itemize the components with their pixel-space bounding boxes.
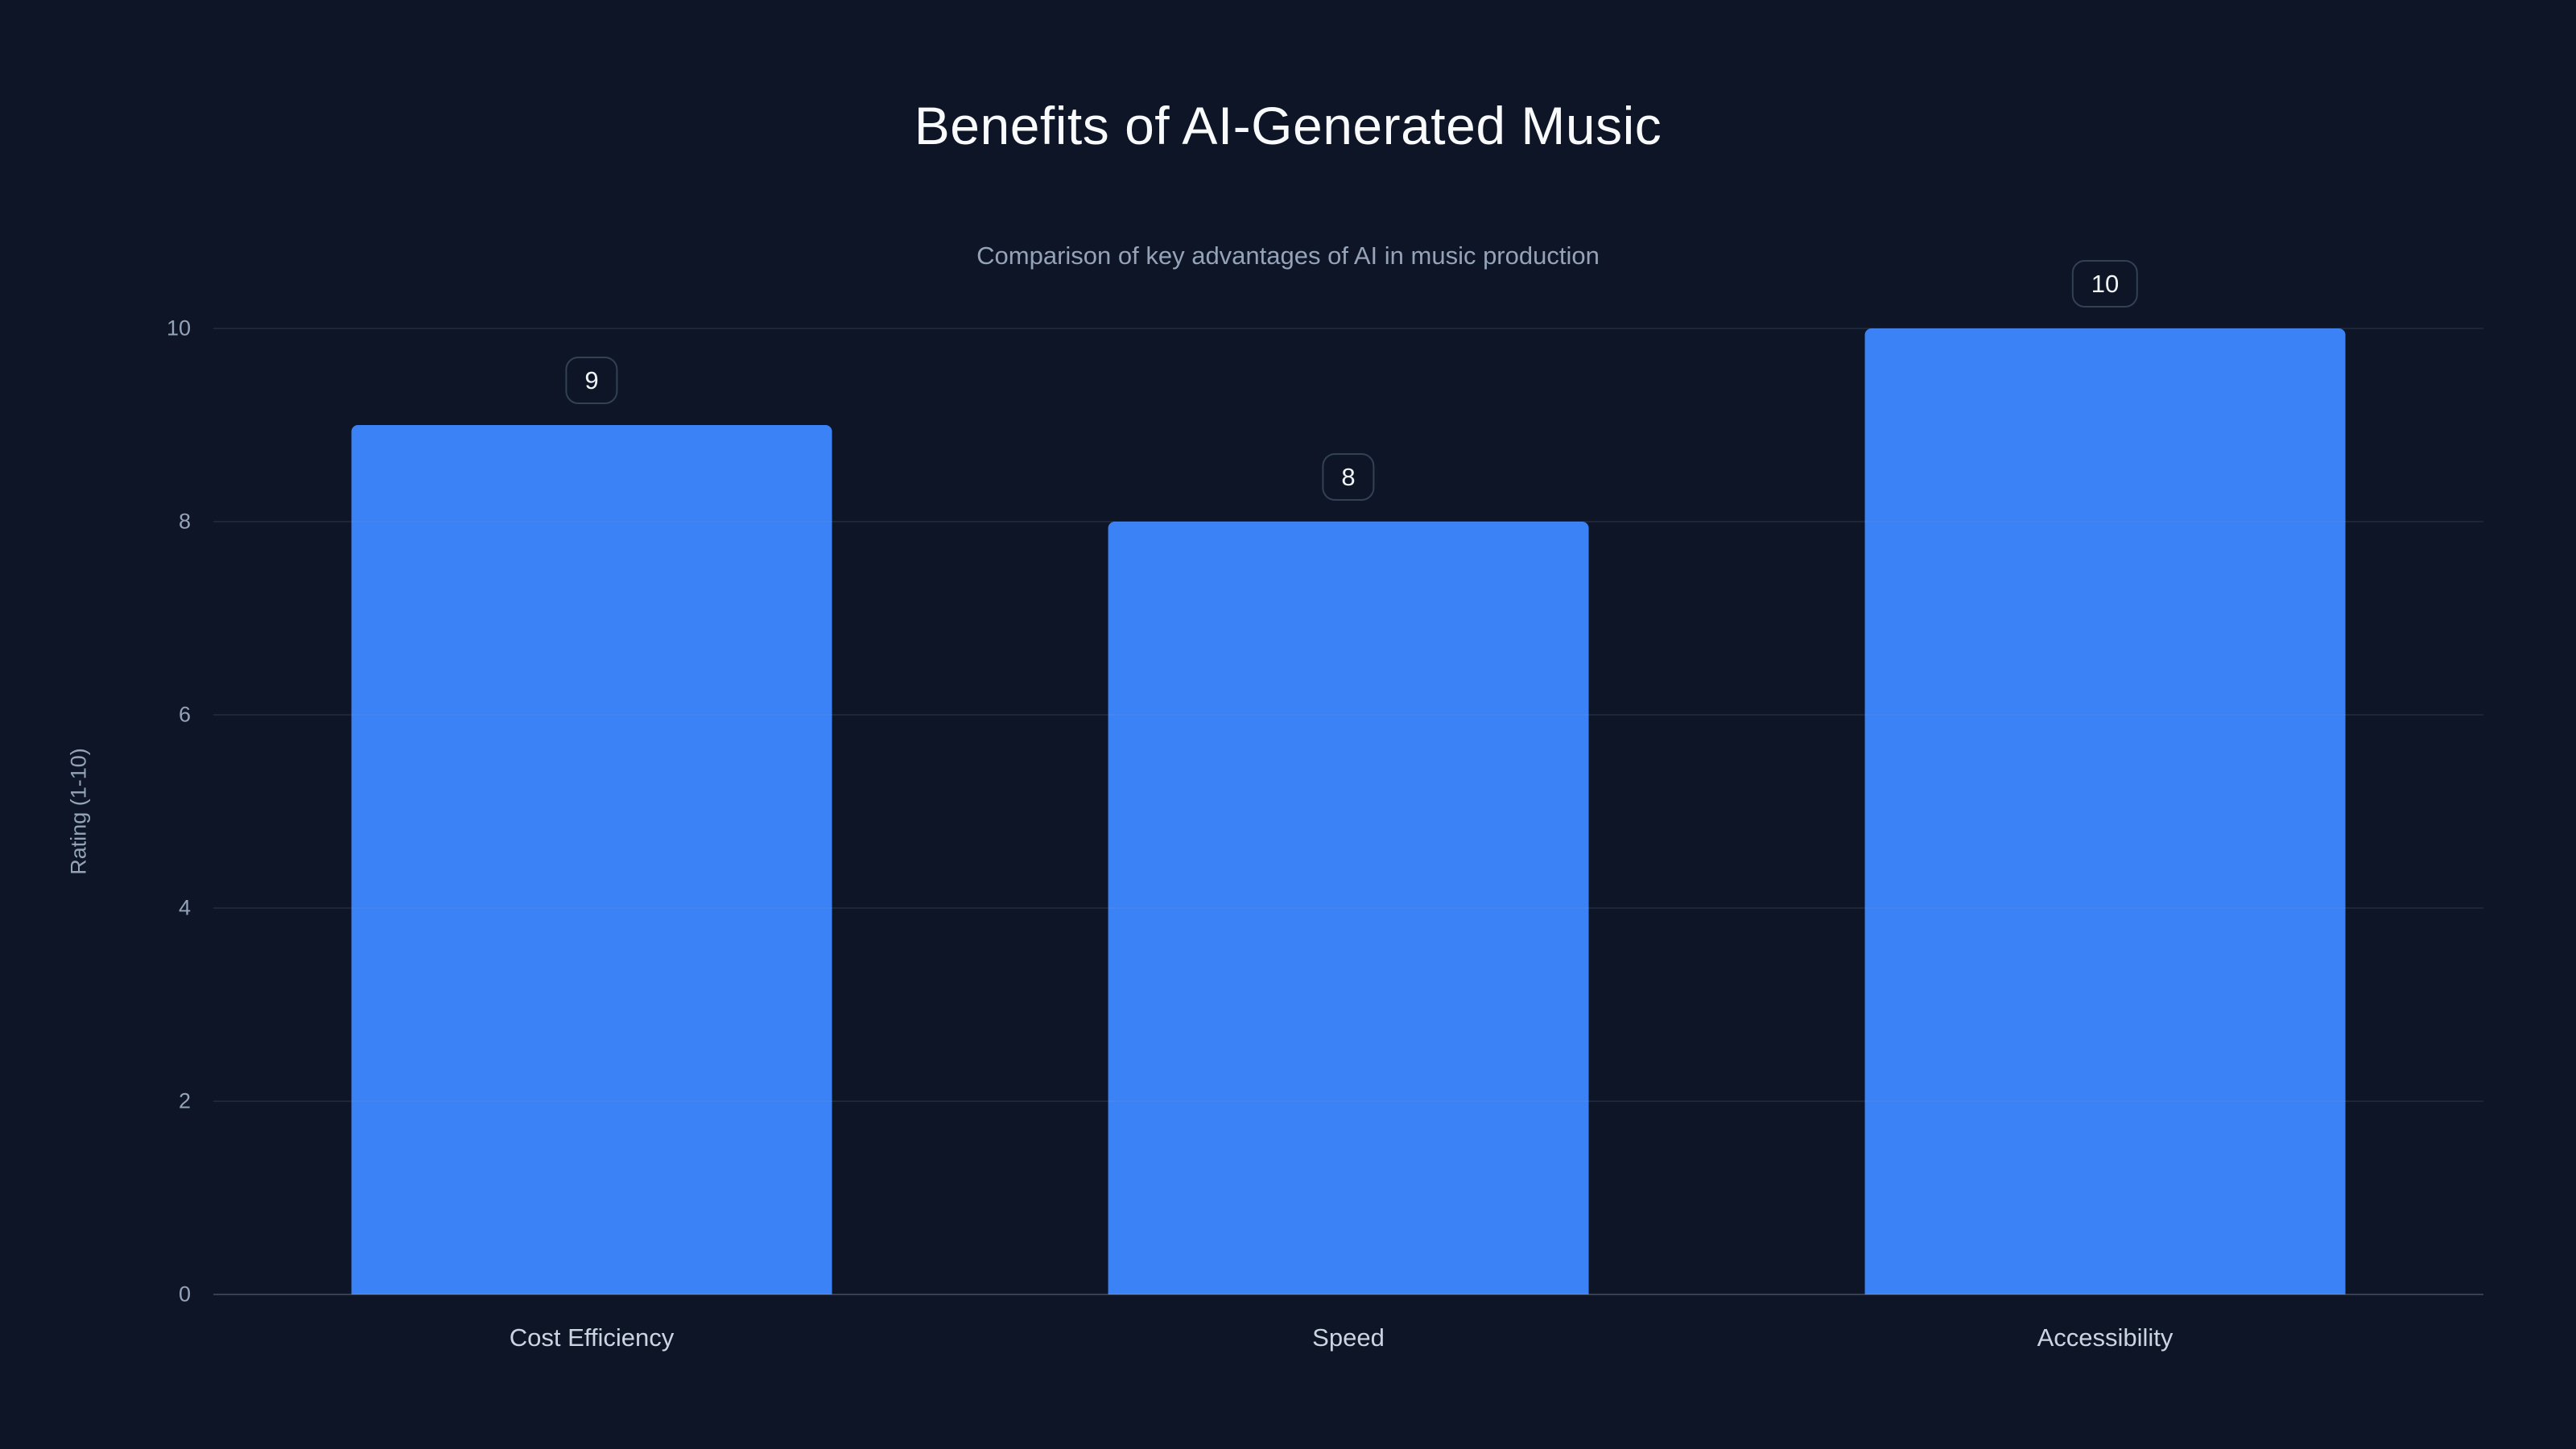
gridline bbox=[213, 328, 2483, 329]
chart-subtitle: Comparison of key advantages of AI in mu… bbox=[976, 242, 1600, 270]
x-axis-category-label: Speed bbox=[1312, 1323, 1385, 1352]
gridline bbox=[213, 907, 2483, 909]
bar bbox=[1108, 522, 1589, 1294]
y-axis-tick-label: 10 bbox=[166, 316, 191, 341]
x-axis-category-label: Accessibility bbox=[2037, 1323, 2174, 1352]
chart-title: Benefits of AI-Generated Music bbox=[914, 96, 1662, 155]
gridline bbox=[213, 714, 2483, 716]
bar-column: 9 Cost Efficiency bbox=[213, 328, 970, 1352]
plot-area: 9 Cost Efficiency 8 Speed 10 Accessibility 0 2… bbox=[167, 260, 2483, 1352]
value-label-badge: 8 bbox=[1322, 453, 1375, 501]
gridline bbox=[213, 1100, 2483, 1102]
y-axis-title: Rating (1-10) bbox=[66, 748, 91, 875]
value-label-badge: 9 bbox=[565, 357, 618, 404]
bar-column: 10 Accessibility bbox=[1727, 260, 2483, 1352]
bar bbox=[1864, 328, 2346, 1294]
bar bbox=[351, 425, 832, 1294]
bar-columns: 9 Cost Efficiency 8 Speed 10 Accessibility bbox=[213, 260, 2483, 1352]
y-axis-tick-label: 4 bbox=[178, 895, 191, 920]
y-axis-tick-label: 0 bbox=[178, 1282, 191, 1307]
bar-column: 8 Speed bbox=[970, 328, 1727, 1352]
y-axis-tick-label: 8 bbox=[178, 509, 191, 534]
y-axis-tick-label: 2 bbox=[178, 1088, 191, 1113]
value-label-badge: 10 bbox=[2071, 260, 2139, 308]
x-axis-line bbox=[213, 1294, 2483, 1295]
gridline bbox=[213, 521, 2483, 522]
x-axis-category-label: Cost Efficiency bbox=[509, 1323, 675, 1352]
y-axis-tick-label: 6 bbox=[178, 702, 191, 727]
